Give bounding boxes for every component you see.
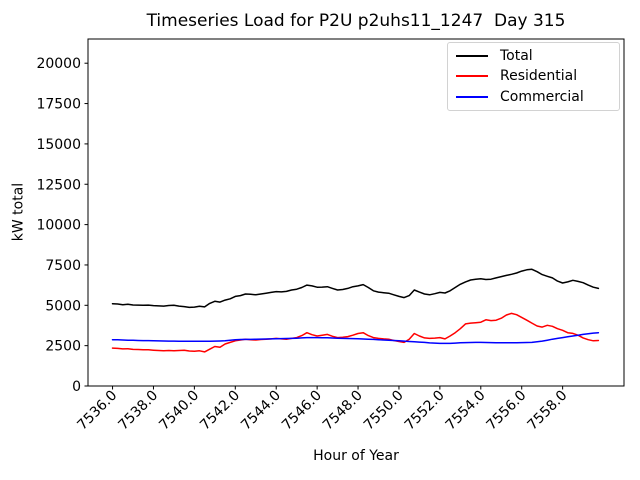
x-axis-ticks: 7536.07538.07540.07542.07544.07546.07548… xyxy=(74,386,570,433)
x-tick-label: 7540.0 xyxy=(156,388,202,434)
x-tick-label: 7554.0 xyxy=(443,388,489,434)
y-tick-label: 0 xyxy=(72,379,81,395)
axes-frame xyxy=(87,38,625,387)
y-tick-label: 10000 xyxy=(36,218,81,234)
legend-line-residential xyxy=(456,75,488,78)
y-tick-label: 2500 xyxy=(45,339,81,355)
x-tick-label: 7544.0 xyxy=(238,388,284,434)
x-tick-label: 7542.0 xyxy=(197,388,243,434)
x-tick-label: 7550.0 xyxy=(361,388,407,434)
y-tick-label: 12500 xyxy=(36,177,81,193)
x-tick-label: 7556.0 xyxy=(484,388,530,434)
x-axis-label: Hour of Year xyxy=(313,448,399,464)
legend-label-residential: Residential xyxy=(500,68,578,85)
y-tick-label: 20000 xyxy=(36,56,81,72)
chart-title: Timeseries Load for P2U p2uhs11_1247 Day… xyxy=(146,11,566,31)
legend: Total Residential Commercial xyxy=(447,42,620,111)
series-line-commercial xyxy=(111,331,600,345)
y-tick-label: 7500 xyxy=(45,258,81,274)
legend-entry-residential: Residential xyxy=(448,69,619,83)
legend-line-commercial xyxy=(456,95,488,98)
y-axis-label: kW total xyxy=(10,182,27,242)
y-tick-label: 15000 xyxy=(36,137,81,153)
x-tick-label: 7552.0 xyxy=(402,388,448,434)
legend-line-total xyxy=(456,55,488,58)
x-tick-label: 7548.0 xyxy=(320,388,366,434)
legend-entry-total: Total xyxy=(448,49,619,63)
x-tick-label: 7546.0 xyxy=(279,388,325,434)
legend-entry-commercial: Commercial xyxy=(448,90,619,104)
y-tick-label: 17500 xyxy=(36,97,81,113)
series-line-total xyxy=(111,268,600,309)
x-tick-label: 7558.0 xyxy=(524,388,570,434)
y-axis-ticks: 0 2500 5000 7500 10000 12500 15000 17500 20000 xyxy=(36,56,88,395)
x-tick-label: 7536.0 xyxy=(74,388,120,434)
y-tick-label: 5000 xyxy=(45,298,81,314)
x-tick-label: 7538.0 xyxy=(115,388,161,434)
series-line-residential xyxy=(111,312,600,353)
legend-label-commercial: Commercial xyxy=(500,88,584,105)
legend-label-total: Total xyxy=(500,48,533,65)
